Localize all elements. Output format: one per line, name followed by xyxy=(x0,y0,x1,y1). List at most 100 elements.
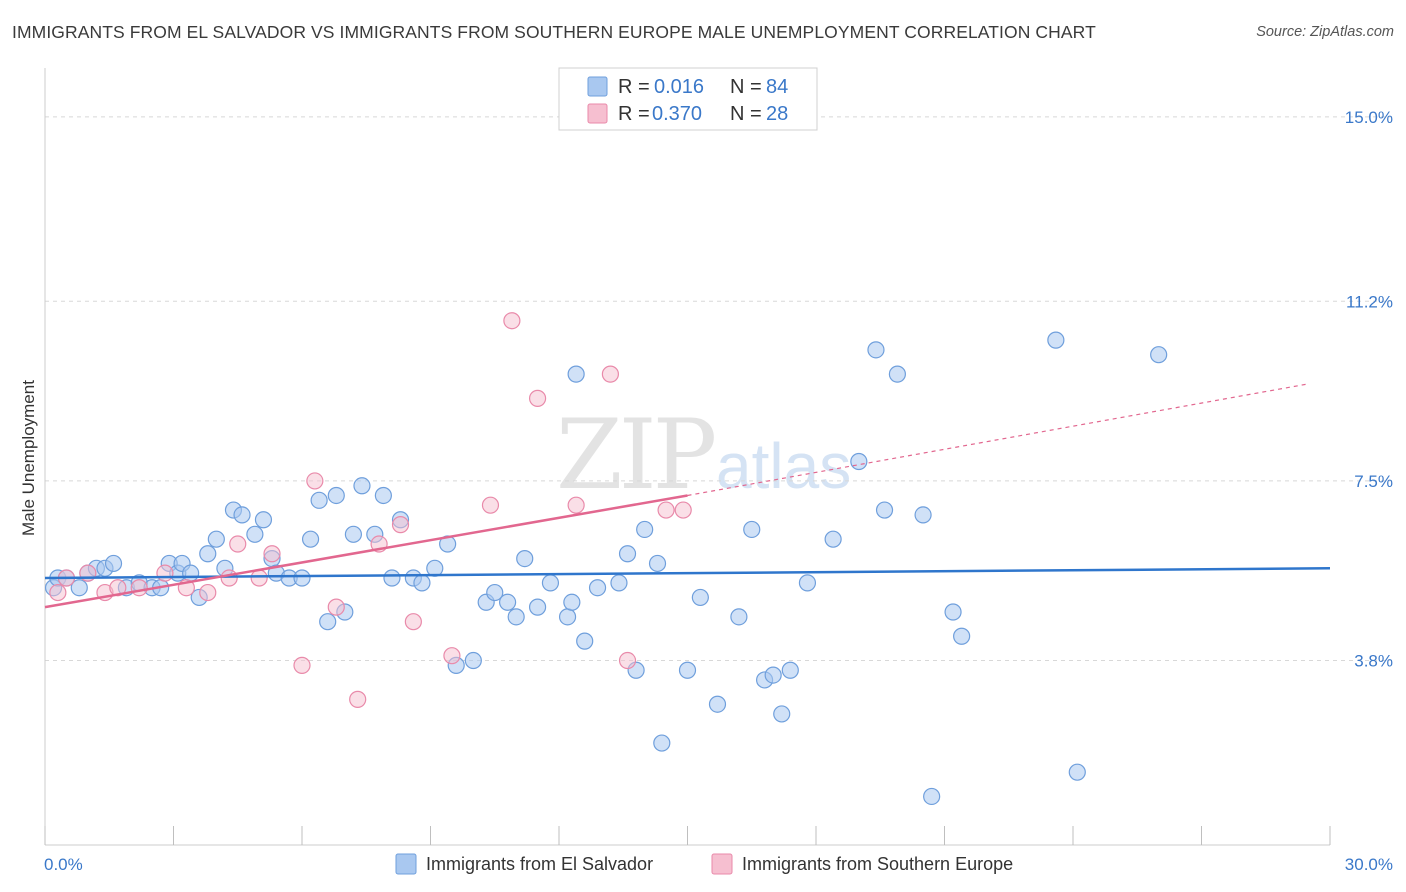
point-el-salvador xyxy=(610,574,628,592)
point-el-salvador xyxy=(944,603,962,621)
trend-extension-southern-europe xyxy=(687,383,1309,497)
point-southern-europe xyxy=(443,647,461,665)
point-el-salvador xyxy=(233,506,251,524)
y-tick-labels: 3.8% 7.5% 11.2% 15.0% xyxy=(1345,108,1393,671)
point-el-salvador xyxy=(293,569,311,587)
point-el-salvador xyxy=(207,530,225,548)
legend-swatch-pink xyxy=(587,103,608,124)
point-el-salvador xyxy=(588,579,607,597)
point-el-salvador xyxy=(914,506,932,524)
point-el-salvador xyxy=(576,632,594,650)
point-el-salvador xyxy=(648,554,667,573)
stats-legend: R = 0.016 N = 84 R = 0.370 N = 28 xyxy=(558,67,818,131)
point-el-salvador xyxy=(678,661,697,679)
point-southern-europe xyxy=(481,496,500,514)
point-southern-europe xyxy=(391,516,410,534)
point-el-salvador xyxy=(374,486,392,505)
point-southern-europe xyxy=(263,545,281,563)
point-el-salvador xyxy=(730,608,748,626)
point-el-salvador xyxy=(563,593,581,611)
legend-r-label: R = xyxy=(618,76,650,98)
point-el-salvador xyxy=(653,734,671,752)
y-tick-label: 3.8% xyxy=(1354,652,1393,671)
series-legend-el-salvador: Immigrants from El Salvador xyxy=(426,854,653,874)
point-el-salvador xyxy=(541,574,560,592)
point-southern-europe xyxy=(503,312,521,330)
chart-title: IMMIGRANTS FROM EL SALVADOR VS IMMIGRANT… xyxy=(12,22,1096,42)
point-southern-europe xyxy=(349,690,367,708)
point-el-salvador xyxy=(1068,763,1086,781)
watermark-atlas: atlas xyxy=(716,430,851,502)
legend-n-label: N = xyxy=(730,103,762,125)
legend-r-value: 0.370 xyxy=(652,103,702,125)
point-el-salvador xyxy=(824,530,842,548)
point-el-salvador xyxy=(558,608,577,626)
axes xyxy=(44,68,1331,846)
point-el-salvador xyxy=(383,569,401,587)
point-el-salvador xyxy=(743,520,761,539)
gridlines xyxy=(45,116,1392,662)
point-el-salvador xyxy=(953,627,971,645)
point-southern-europe xyxy=(528,389,547,407)
point-el-salvador xyxy=(486,583,504,602)
point-el-salvador xyxy=(773,705,791,723)
point-el-salvador xyxy=(254,511,273,529)
point-el-salvador xyxy=(353,477,371,495)
y-tick-label: 11.2% xyxy=(1346,292,1393,311)
point-southern-europe xyxy=(220,569,238,587)
point-southern-europe xyxy=(130,579,148,597)
point-el-salvador xyxy=(691,588,709,607)
point-southern-europe xyxy=(306,472,324,490)
watermark-zip: ZIP xyxy=(556,399,715,511)
legend-r-label: R = xyxy=(618,103,650,125)
point-el-salvador xyxy=(464,651,482,670)
trend-line-southern-europe xyxy=(44,494,688,609)
point-el-salvador xyxy=(327,486,345,505)
trend-lines xyxy=(44,383,1331,609)
point-el-salvador xyxy=(618,545,637,563)
point-southern-europe xyxy=(156,564,174,582)
point-southern-europe xyxy=(618,651,637,670)
point-southern-europe xyxy=(199,583,217,602)
series-southern-europe-points xyxy=(49,312,692,708)
point-el-salvador xyxy=(182,564,200,582)
point-el-salvador xyxy=(344,525,362,543)
point-southern-europe xyxy=(229,535,247,553)
point-southern-europe xyxy=(404,613,422,631)
point-southern-europe xyxy=(293,656,311,674)
series-legend-swatch-blue xyxy=(395,853,417,875)
series-legend: Immigrants from El Salvador Immigrants f… xyxy=(395,853,1013,875)
point-el-salvador xyxy=(888,365,906,383)
point-el-salvador xyxy=(104,554,123,573)
series-legend-swatch-pink xyxy=(711,853,733,875)
point-el-salvador xyxy=(528,598,547,616)
x-tick-labels: 0.0% 30.0% xyxy=(44,855,1393,874)
point-southern-europe xyxy=(657,501,675,519)
point-el-salvador xyxy=(867,341,885,359)
y-tick-label: 7.5% xyxy=(1354,472,1393,491)
point-el-salvador xyxy=(246,525,264,543)
legend-swatch-blue xyxy=(587,76,608,97)
series-legend-southern-europe: Immigrants from Southern Europe xyxy=(742,854,1013,874)
point-southern-europe xyxy=(567,496,585,514)
point-southern-europe xyxy=(327,598,345,616)
legend-n-label: N = xyxy=(730,76,762,98)
point-el-salvador xyxy=(516,549,534,568)
trend-line-el-salvador xyxy=(44,567,1331,580)
point-el-salvador xyxy=(798,574,817,592)
y-axis-label: Male Unemployment xyxy=(19,380,38,536)
legend-r-value: 0.016 xyxy=(654,76,704,98)
point-el-salvador xyxy=(507,608,525,626)
y-tick-label: 15.0% xyxy=(1345,108,1393,127)
point-el-salvador xyxy=(875,501,894,519)
point-el-salvador xyxy=(781,661,799,679)
point-el-salvador xyxy=(923,787,941,806)
point-el-salvador xyxy=(319,613,337,631)
x-tick-label: 30.0% xyxy=(1345,855,1393,874)
point-southern-europe xyxy=(49,583,67,602)
point-el-salvador xyxy=(764,666,782,684)
point-el-salvador xyxy=(310,491,328,509)
source-label: Source: ZipAtlas.com xyxy=(1256,24,1394,40)
point-el-salvador xyxy=(70,579,88,597)
